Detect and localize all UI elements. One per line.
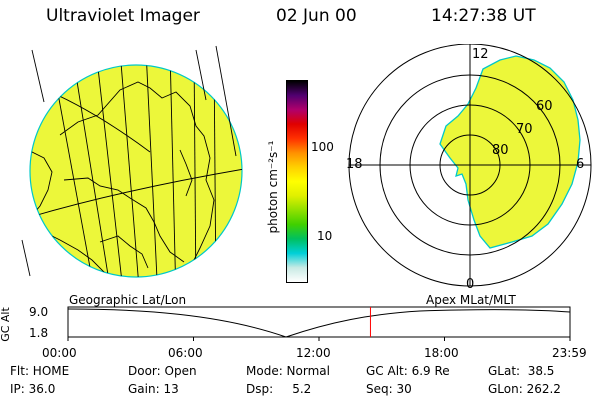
latitude-line [30,167,242,221]
status-flight: Flt: HOME [10,364,70,378]
longitude-line-outside [195,49,207,101]
orbit-xtick-0600: 06:00 [168,346,203,360]
mlt-label-18: 18 [346,157,363,172]
orbit-xtick-1800: 18:00 [424,346,459,360]
auroral-region [439,55,581,249]
intensity-colorbar [286,80,308,283]
longitude-line [71,65,113,277]
longitude-line [145,65,159,277]
longitude-line [193,65,197,277]
coastline [179,149,193,197]
colorbar-unit-label: photon cm⁻²s⁻¹ [266,140,280,234]
polar-map-label: Apex MLat/MLT [426,293,516,307]
orbit-xtick-1200: 12:00 [296,346,331,360]
orbit-ytick-top: 9.0 [29,305,49,319]
orbit-x-ticks [67,337,571,341]
status-mode: Mode: Normal [246,364,330,378]
longitude-line [119,65,141,277]
mlt-label-0: 0 [466,277,474,292]
instrument-title: Ultraviolet Imager [46,6,200,26]
lat-label-80: 80 [492,143,509,158]
status-gain: Gain: 13 [128,382,179,396]
orbit-ytick-bottom: 1.8 [29,326,49,340]
status-ip: IP: 36.0 [10,382,56,396]
lat-label-70: 70 [516,122,533,137]
lat-label-60: 60 [536,99,553,114]
status-seq: Seq: 30 [366,382,412,396]
orbit-xtick-0000: 00:00 [42,346,77,360]
longitude-line-outside [31,49,45,103]
colorbar-tick-100: 100 [311,140,334,154]
observation-time: 14:27:38 UT [431,6,536,26]
coastline [99,235,149,269]
geo-map-label: Geographic Lat/Lon [69,293,187,307]
status-dsp: Dsp: 5.2 [246,382,312,396]
mlt-label-6: 6 [576,157,584,172]
longitude-line-outside [215,45,237,157]
mlt-label-12: 12 [472,47,489,62]
longitude-line-outside [21,239,31,277]
orbit-altitude-curve [67,308,571,338]
orbit-xtick-2359: 23:59 [552,346,587,360]
status-glat: GLat: 38.5 [488,364,555,378]
polar-map: 12 18 6 0 60 70 80 [346,44,592,292]
status-gc-alt: GC Alt: 6.9 Re [366,364,450,378]
coastline [30,149,53,219]
orbit-altitude-plot [67,306,571,341]
geographic-map [21,45,243,278]
coastline [63,177,185,263]
status-glon: GLon: 262.2 [488,382,561,396]
longitude-line [95,65,125,277]
status-door: Door: Open [128,364,197,378]
colorbar-tick-10: 10 [317,229,333,243]
coastline [59,81,215,277]
longitude-line [169,65,177,277]
observation-date: 02 Jun 00 [276,6,357,26]
